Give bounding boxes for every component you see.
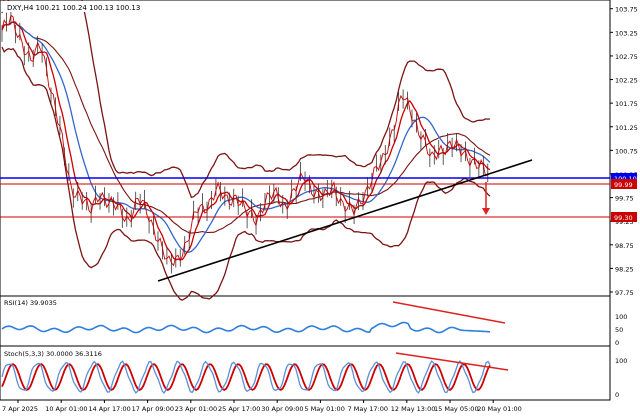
- price-line: [1, 14, 491, 267]
- price-tick-label: 101.25: [615, 124, 638, 132]
- stoch-main-line: [1, 360, 491, 394]
- time-tick-label: 7 May 17:00: [348, 405, 388, 413]
- time-tick-label: 17 Apr 09:00: [132, 405, 174, 413]
- time-tick-label: 30 Apr 09:00: [261, 405, 303, 413]
- price-tick-label: 98.25: [615, 265, 634, 273]
- time-tick-label: 23 Apr 01:00: [175, 405, 217, 413]
- ascending-trendline[interactable]: [157, 159, 533, 282]
- time-tick-label: 12 May 13:00: [391, 405, 436, 413]
- time-tick-label: 25 Apr 17:00: [218, 405, 260, 413]
- price-tick-label: 99.75: [615, 195, 634, 203]
- time-axis: 7 Apr 2025 10 Apr 01:00 14 Apr 17:00 17 Apr…: [2, 400, 522, 413]
- time-tick-label: 7 Apr 2025: [2, 405, 38, 413]
- price-tick-label: 99.25: [615, 218, 634, 226]
- price-tick-label: 97.75: [615, 289, 634, 297]
- price-tick-label: 98.75: [615, 242, 634, 250]
- lower-band-line: [1, 46, 491, 301]
- stoch-label: Stoch(5,3,3) 30.0000 36.3116: [4, 350, 102, 358]
- time-tick-label: 14 Apr 17:00: [88, 405, 130, 413]
- level-tag-1: 99.99: [611, 179, 637, 189]
- stoch-tick-label: 0: [615, 391, 619, 399]
- rsi-label: RSI(14) 39.9035: [4, 299, 57, 307]
- rsi-line: [1, 321, 491, 334]
- price-tick-label: 102.25: [615, 77, 638, 85]
- price-bars: [1, 5, 491, 274]
- header-bg: [1, 1, 131, 12]
- rsi-tick-label: 100: [615, 313, 627, 321]
- time-tick-label: 10 Apr 01:00: [45, 405, 87, 413]
- slow-ma-line: [1, 21, 491, 253]
- main-panel: [0, 0, 611, 297]
- symbol-label: DXY,H4 100.21 100.24 100.13 100.13: [7, 4, 140, 12]
- rsi-axis: 100 50 0: [615, 313, 627, 347]
- time-tick-label: 20 May 01:00: [477, 405, 522, 413]
- stoch-panel: [0, 345, 611, 401]
- stoch-axis: 100 0: [615, 357, 627, 399]
- stoch-signal-line: [1, 363, 491, 391]
- rsi-tick-label: 0: [615, 339, 619, 347]
- price-tick-label: 103.25: [615, 29, 638, 37]
- price-axis: 103.75 103.25 102.75 102.25 101.75 101.25 100.…: [610, 6, 638, 297]
- down-arrow-icon: [482, 182, 490, 215]
- price-tick-label: 101.75: [615, 100, 638, 108]
- time-tick-label: 5 May 01:00: [304, 405, 344, 413]
- rsi-tick-label: 50: [615, 326, 623, 334]
- level-tag-2: 99.30: [611, 212, 637, 222]
- stoch-tick-label: 100: [615, 357, 627, 365]
- svg-text:99.30: 99.30: [614, 214, 633, 222]
- rsi-divergence-line[interactable]: [392, 301, 506, 324]
- time-tick-label: 15 May 05:00: [434, 405, 479, 413]
- price-tick-label: 100.75: [615, 147, 638, 155]
- price-tick-label: 102.75: [615, 53, 638, 61]
- price-tick-label: 103.75: [615, 6, 638, 14]
- rsi-panel: [0, 295, 611, 347]
- stoch-divergence-line[interactable]: [395, 352, 509, 371]
- svg-text:99.99: 99.99: [614, 181, 633, 189]
